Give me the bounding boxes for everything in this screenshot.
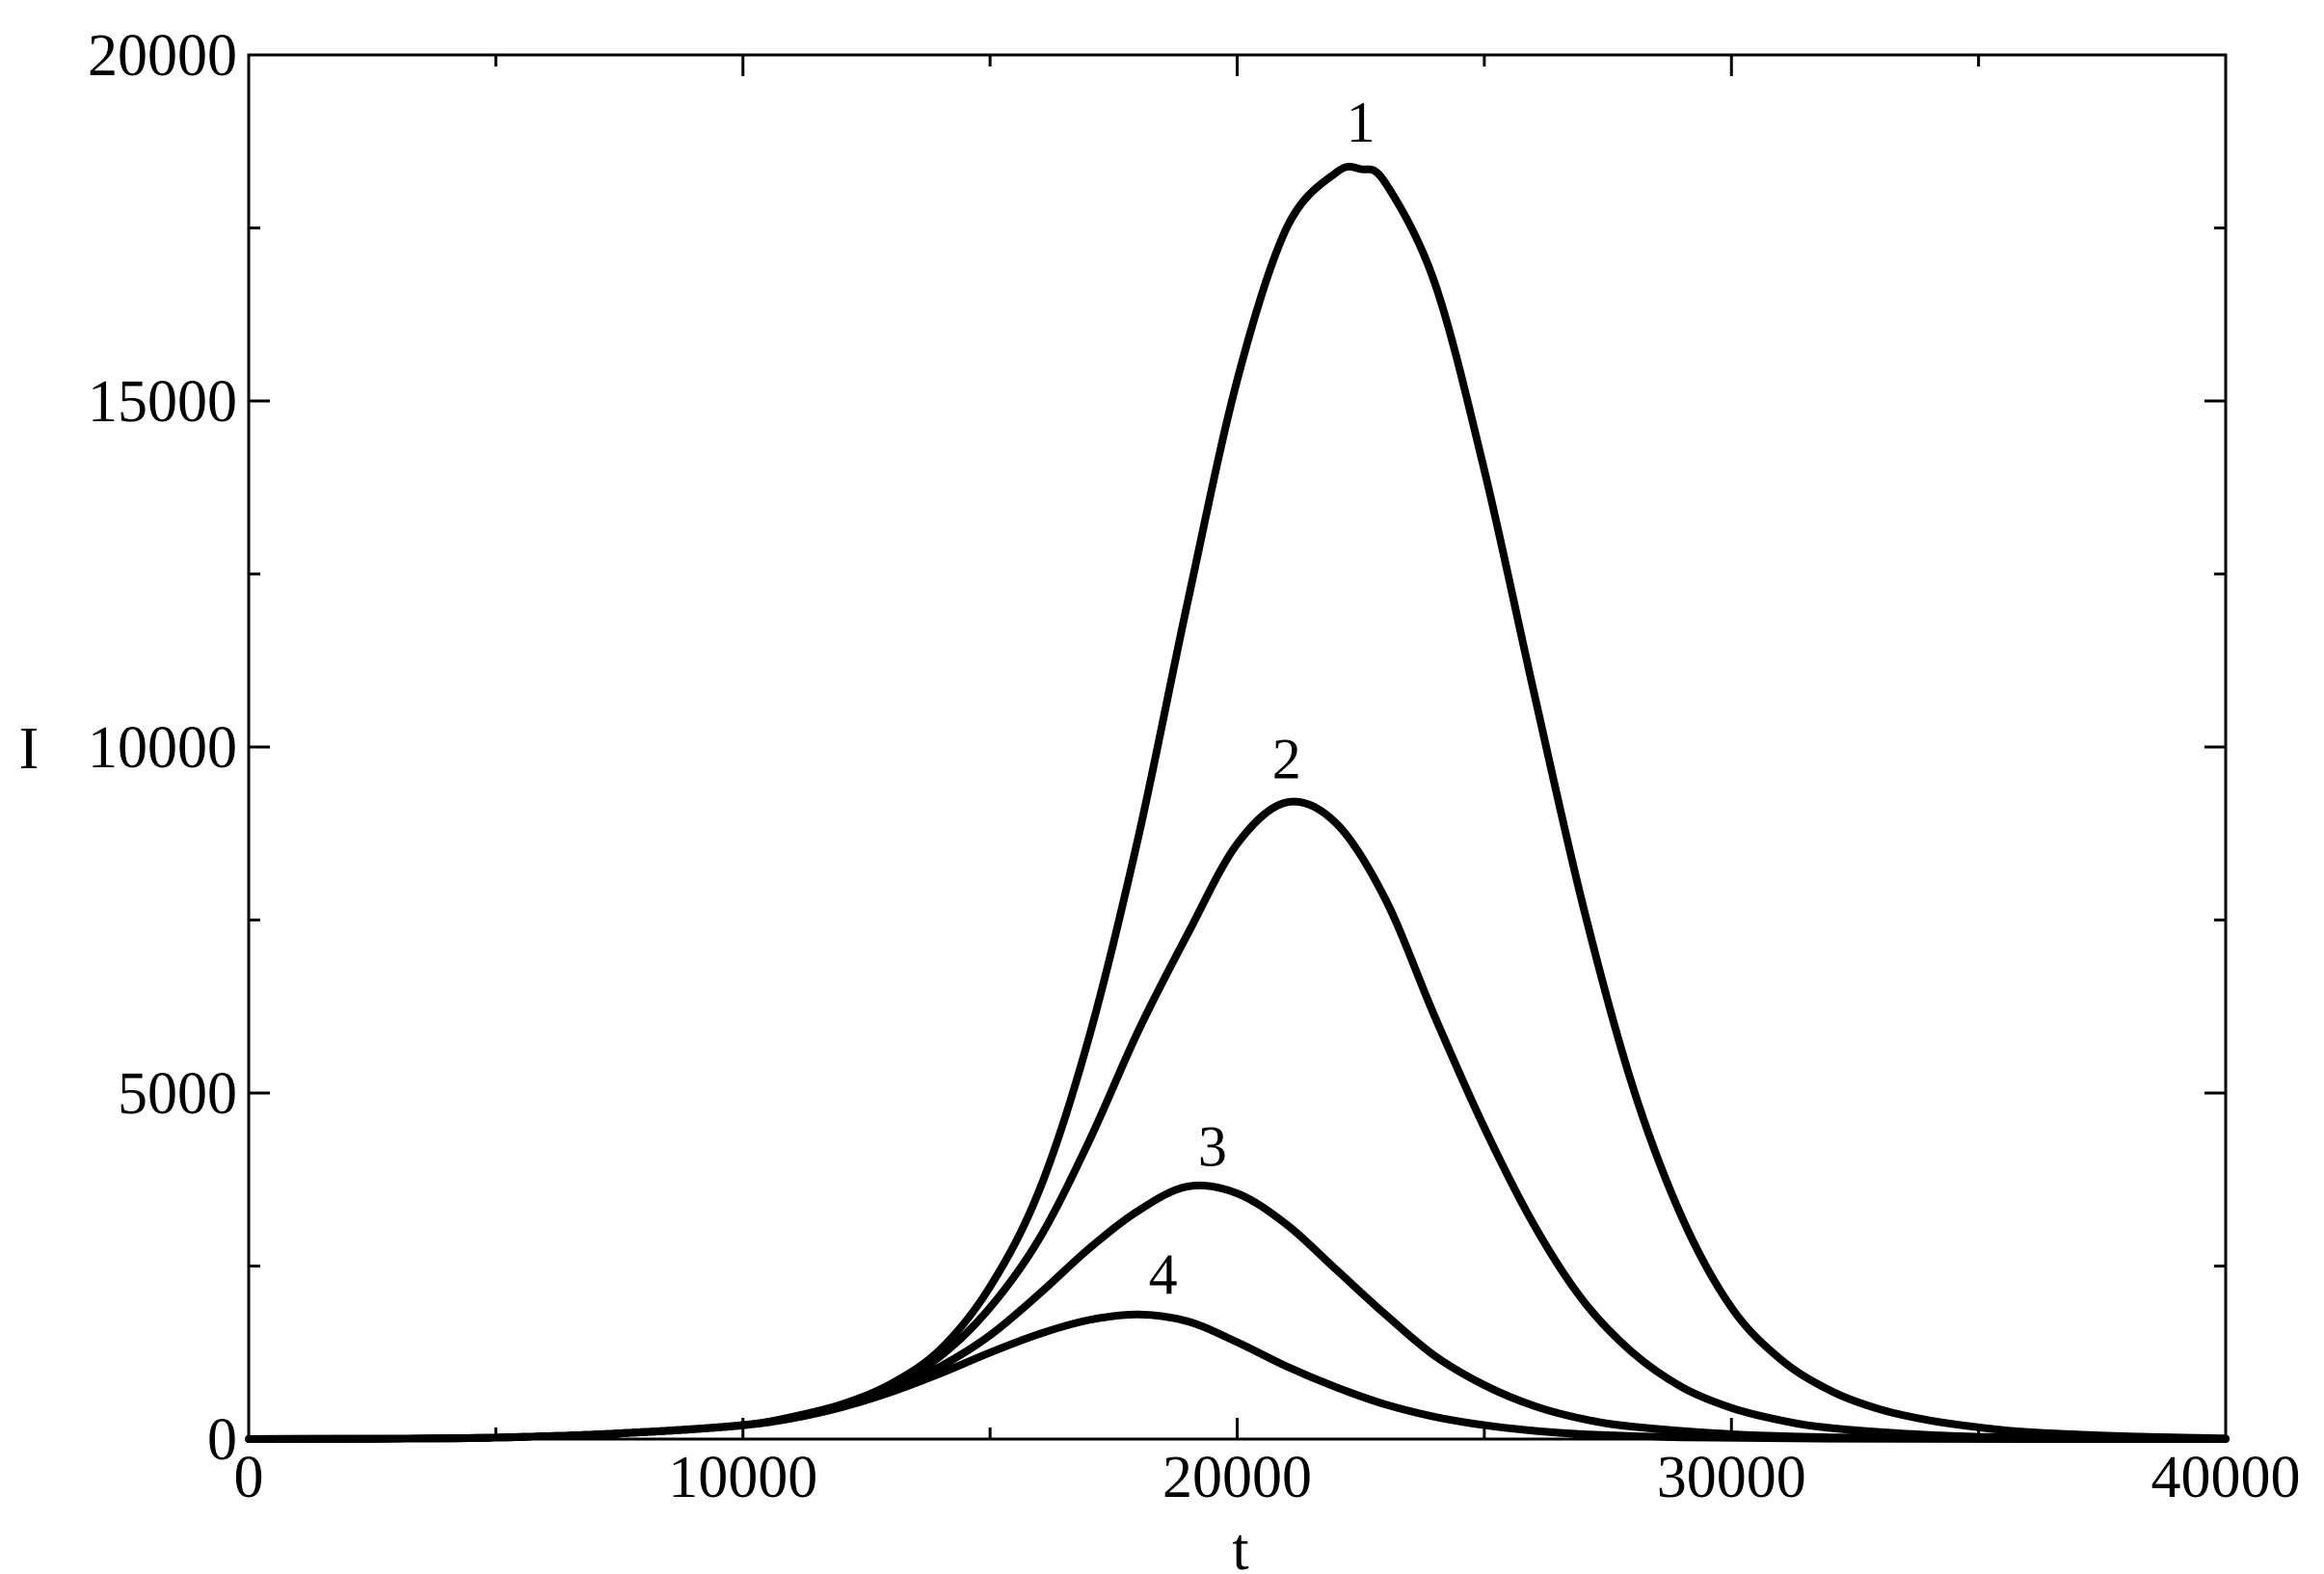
series-line-4 bbox=[245, 1310, 2230, 1444]
curves-layer bbox=[245, 162, 2230, 1444]
y-tick-label: 15000 bbox=[88, 369, 237, 435]
series-line-1 bbox=[245, 162, 2230, 1443]
curve-label-4: 4 bbox=[1149, 1242, 1178, 1306]
x-tick-label: 20000 bbox=[1162, 1445, 1312, 1510]
x-tick-label: 30000 bbox=[1657, 1445, 1806, 1510]
y-tick-label: 0 bbox=[207, 1407, 237, 1473]
y-tick-label: 20000 bbox=[88, 23, 237, 89]
curve-labels-layer: 1 2 34 bbox=[1149, 91, 1376, 1306]
x-axis-label: t bbox=[1232, 1517, 1248, 1574]
y-axis-label: I bbox=[19, 716, 40, 782]
ticks-layer bbox=[247, 53, 2228, 1441]
y-tick-label: 10000 bbox=[88, 715, 237, 781]
series-line-3 bbox=[245, 1181, 2230, 1443]
curve-label-2: 2 bbox=[1272, 727, 1301, 790]
y-tick-label: 5000 bbox=[118, 1061, 237, 1127]
tick-labels-layer: 0 10000 20000 30000 40000 0 5000 10000 15000 2000… bbox=[88, 23, 2301, 1510]
curve-label-3: 3 bbox=[1198, 1114, 1227, 1178]
x-tick-label: 0 bbox=[234, 1445, 264, 1510]
plot-frame bbox=[247, 53, 2228, 1441]
x-tick-label: 10000 bbox=[668, 1445, 817, 1510]
x-tick-label: 40000 bbox=[2151, 1445, 2301, 1510]
curve-label-1: 1 bbox=[1347, 91, 1376, 154]
